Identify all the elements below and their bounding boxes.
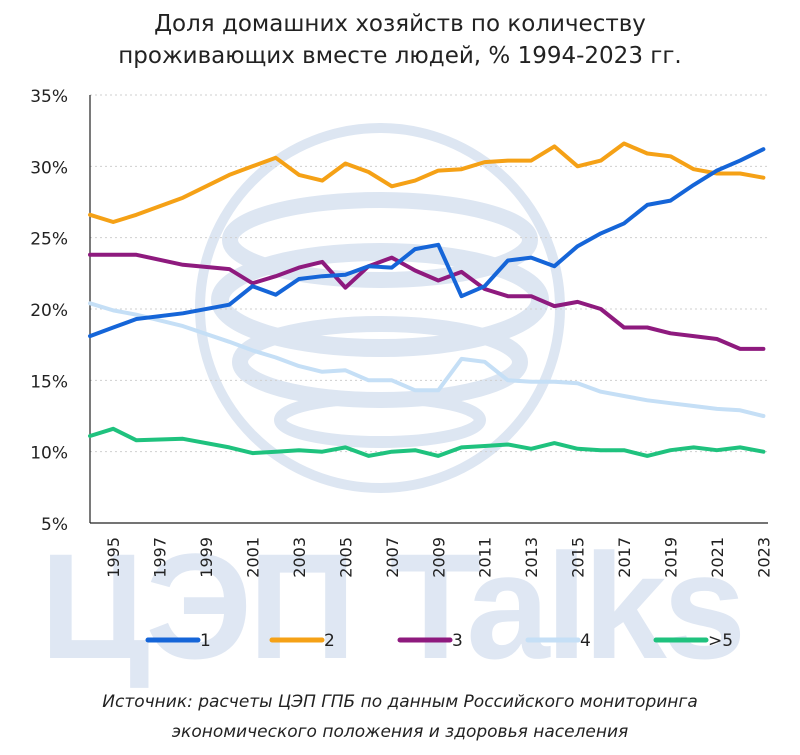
y-tick-label: 15% <box>30 372 68 392</box>
x-tick-label: 1995 <box>104 537 123 578</box>
x-tick-label: 2001 <box>244 537 263 578</box>
legend: 1 2 3 4 >5 <box>145 631 733 651</box>
x-tick-label: 2003 <box>290 537 309 578</box>
x-tick-label: 2023 <box>754 537 773 578</box>
x-tick-label: 2011 <box>476 537 495 578</box>
series-line-5 <box>88 426 766 458</box>
x-tick-label: 2015 <box>569 537 588 578</box>
y-tick-label: 35% <box>30 87 68 107</box>
source-note: Источник: расчеты ЦЭП ГПБ по данным Росс… <box>0 687 800 747</box>
line-chart: 5% 10% 15% 20% 25% 30% 35% 1995 1997 1999 2001 200… <box>30 87 773 651</box>
x-tick-label: 2021 <box>708 537 727 578</box>
source-line-2: экономического положения и здоровья насе… <box>171 722 629 742</box>
series-line-4 <box>88 301 766 418</box>
y-tick-label: 20% <box>30 301 68 321</box>
chart-title-line-2: проживающих вместе людей, % 1994-2023 гг… <box>118 43 682 69</box>
y-tick-label: 30% <box>30 158 68 178</box>
x-tick-label: 1999 <box>197 537 216 578</box>
series-line-1 <box>88 147 766 339</box>
legend-label-4: 4 <box>580 631 591 651</box>
legend-label-5: >5 <box>708 631 733 651</box>
series-line-2 <box>88 141 766 224</box>
x-tick-label: 1997 <box>151 537 170 578</box>
legend-label-2: 2 <box>324 631 335 651</box>
x-tick-label: 2007 <box>383 537 402 578</box>
legend-label-3: 3 <box>452 631 463 651</box>
chart-title-line-1: Доля домашних хозяйств по количеству <box>154 11 646 37</box>
y-tick-label: 5% <box>41 515 68 535</box>
grid <box>90 94 768 453</box>
legend-label-1: 1 <box>200 631 211 651</box>
y-axis: 5% 10% 15% 20% 25% 30% 35% <box>30 87 91 535</box>
series-line-3 <box>88 252 766 351</box>
series-lines <box>88 141 766 458</box>
chart-title: Доля домашних хозяйств по количеству про… <box>0 8 800 72</box>
watermark-text: ЦЭП Talks <box>40 522 746 690</box>
x-tick-label: 2009 <box>429 537 448 578</box>
x-tick-label: 2017 <box>615 537 634 578</box>
x-axis: 1995 1997 1999 2001 2003 2005 2007 2009 2011 2013… <box>90 522 773 578</box>
x-tick-label: 2013 <box>522 537 541 578</box>
source-line-1: Источник: расчеты ЦЭП ГПБ по данным Росс… <box>102 692 698 712</box>
y-tick-label: 10% <box>30 444 68 464</box>
y-tick-label: 25% <box>30 230 68 250</box>
watermark-logo <box>195 123 565 493</box>
x-tick-label: 2019 <box>661 537 680 578</box>
x-tick-label: 2005 <box>336 537 355 578</box>
